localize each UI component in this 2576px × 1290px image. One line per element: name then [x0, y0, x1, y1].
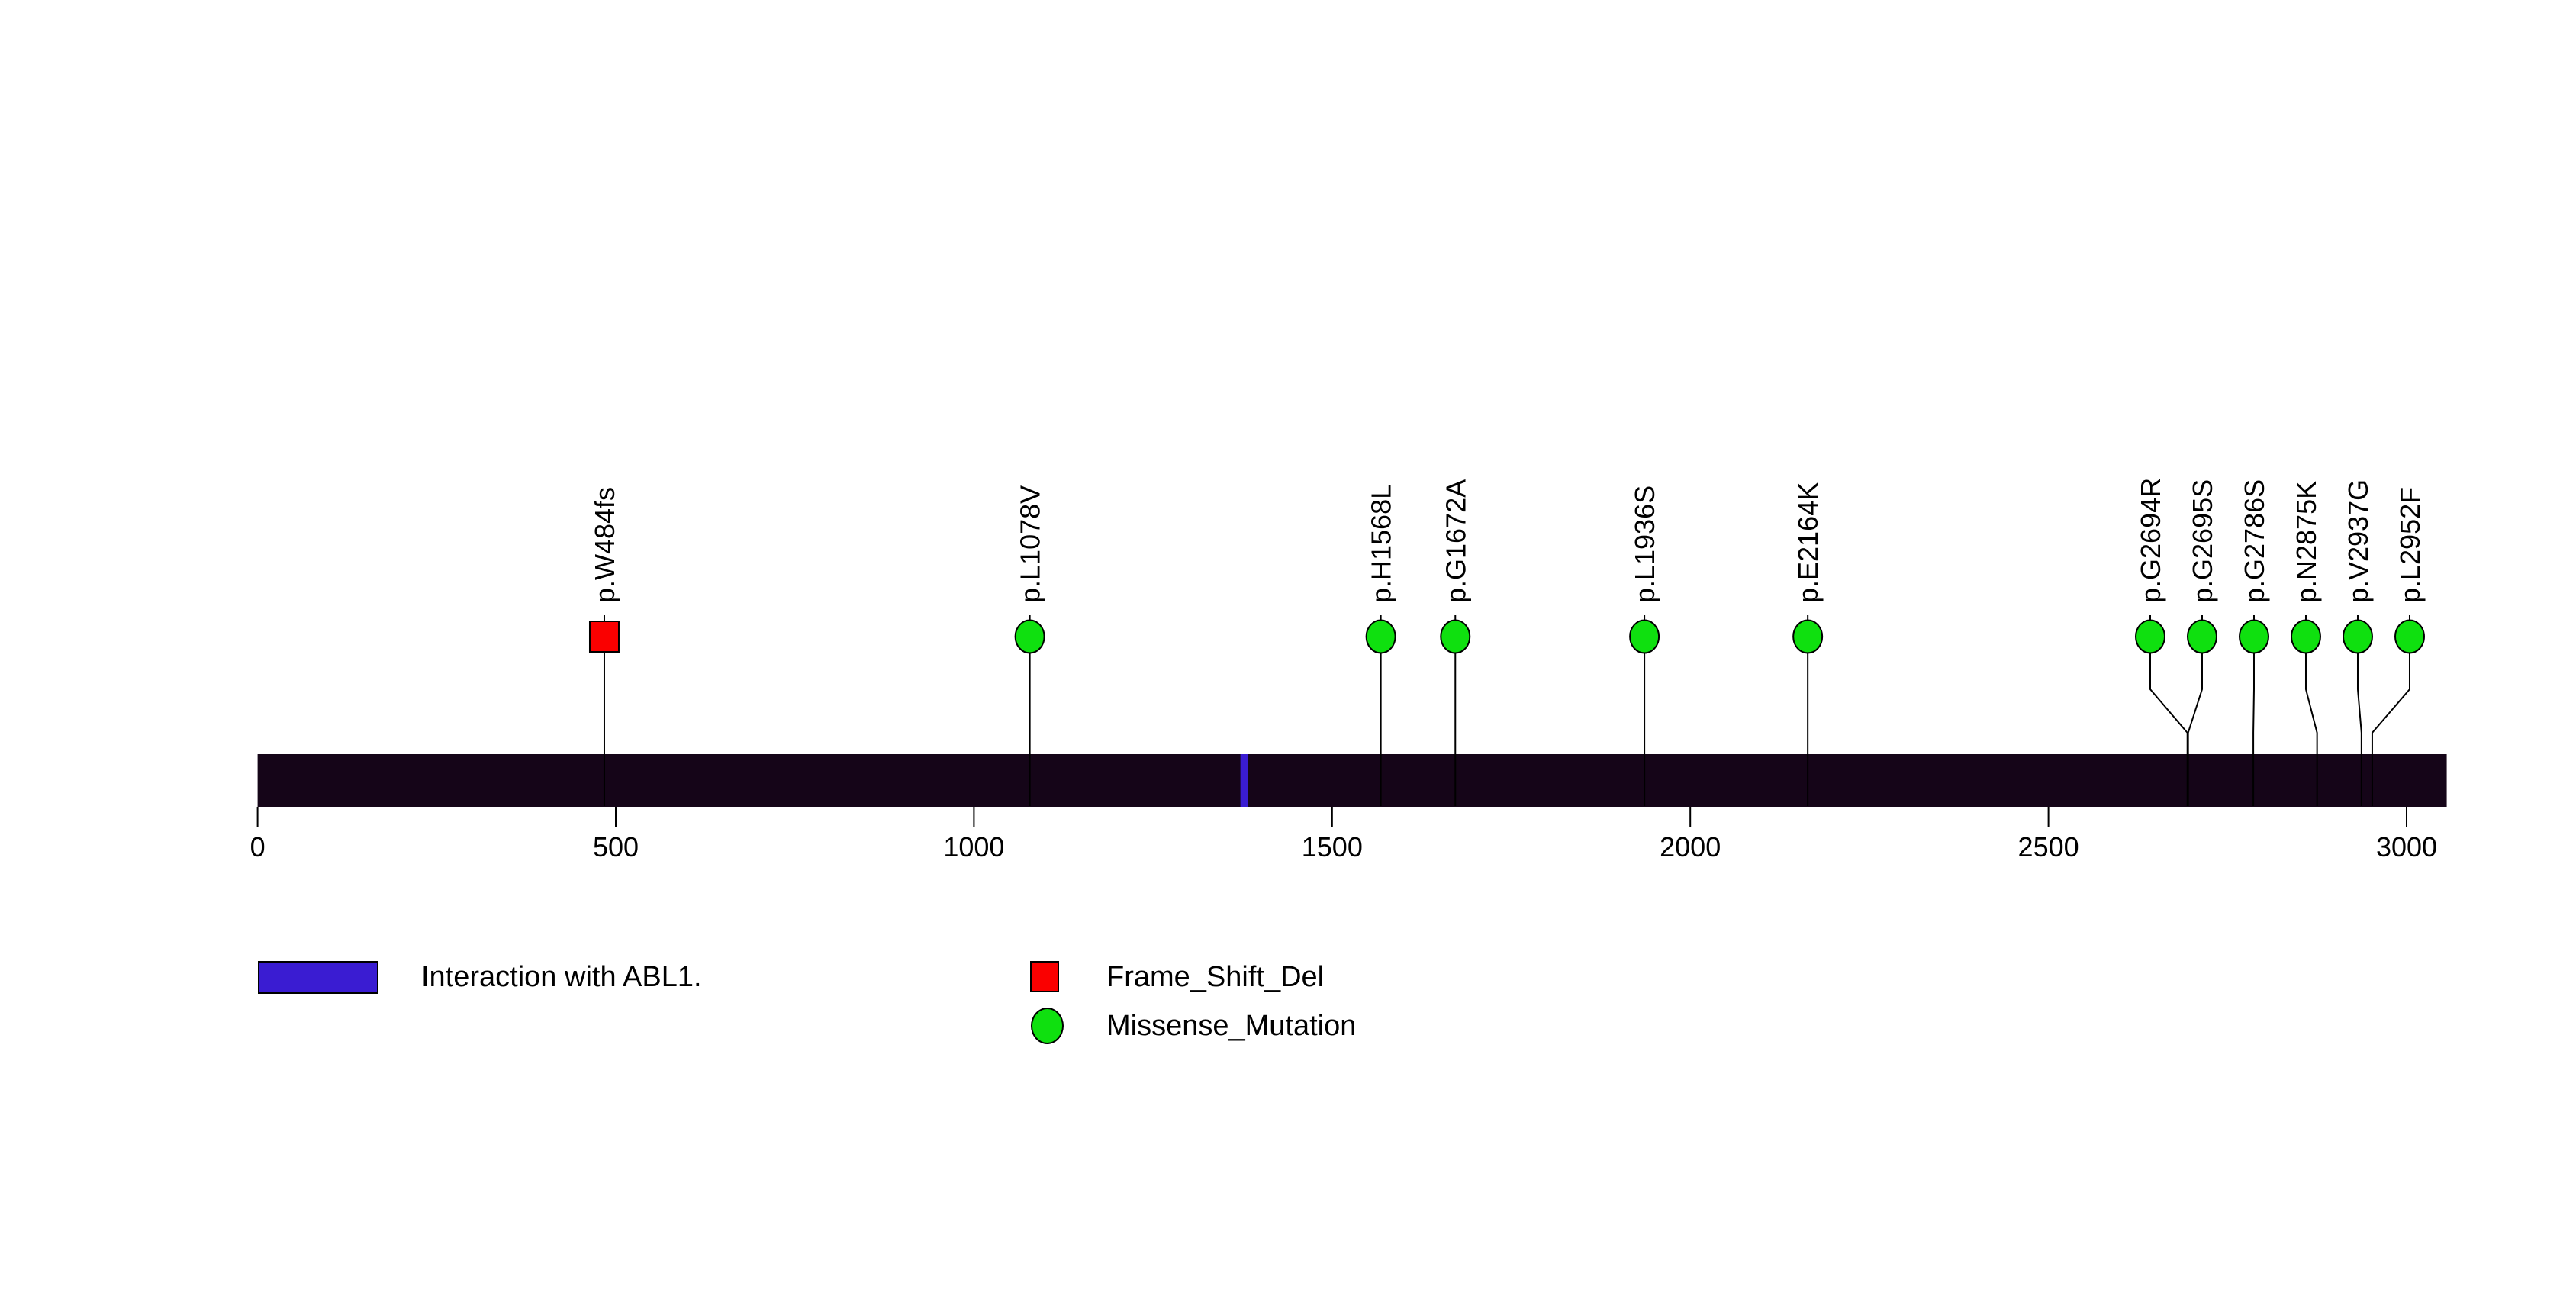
domain-band [1240, 754, 1248, 807]
protein-bar [257, 754, 2447, 807]
mutation-marker [2394, 619, 2425, 654]
axis-tick-label: 1000 [943, 831, 1004, 863]
mutation-marker [588, 621, 620, 653]
mutation-label: p.W484fs [589, 487, 620, 603]
mutation-label: p.G2786S [2239, 479, 2270, 603]
axis-tick-label: 500 [593, 831, 639, 863]
legend-missense-label: Missense_Mutation [1106, 1009, 1357, 1042]
mutation-marker [2342, 619, 2373, 654]
mutation-label: p.L2952F [2394, 487, 2426, 603]
legend-frameshift-label: Frame_Shift_Del [1106, 960, 1325, 993]
mutation-marker [1440, 619, 1471, 654]
mutation-marker [1792, 619, 1824, 654]
mutation-marker [1014, 619, 1045, 654]
mutation-marker [2134, 619, 2165, 654]
mutation-label: p.N2875K [2291, 481, 2322, 603]
mutation-marker [2238, 619, 2269, 654]
mutation-label: p.H1568L [1366, 484, 1397, 603]
mutation-label: p.G2694R [2135, 478, 2166, 603]
axis-tick-label: 2500 [2018, 831, 2079, 863]
axis-tick-label: 2000 [1660, 831, 1721, 863]
mutation-label: p.L1936S [1629, 485, 1660, 603]
mutation-label: p.E2164K [1792, 482, 1824, 603]
mutation-label: p.L1078V [1015, 485, 1046, 603]
mutation-marker [1629, 619, 1660, 654]
legend-domain-swatch [258, 961, 378, 994]
axis-tick-label: 3000 [2376, 831, 2437, 863]
mutation-label: p.G2695S [2187, 479, 2218, 603]
mutation-marker [1365, 619, 1396, 654]
mutation-marker [2186, 619, 2217, 654]
mutation-marker [2290, 619, 2321, 654]
mutation-label: p.V2937G [2343, 479, 2374, 603]
legend-domain-label: Interaction with ABL1. [421, 960, 702, 993]
axis-tick-label: 1500 [1302, 831, 1363, 863]
axis-tick-label: 0 [250, 831, 266, 863]
mutation-label: p.G1672A [1440, 479, 1471, 603]
legend-frameshift-swatch [1030, 961, 1059, 992]
legend-missense-swatch [1031, 1008, 1064, 1044]
